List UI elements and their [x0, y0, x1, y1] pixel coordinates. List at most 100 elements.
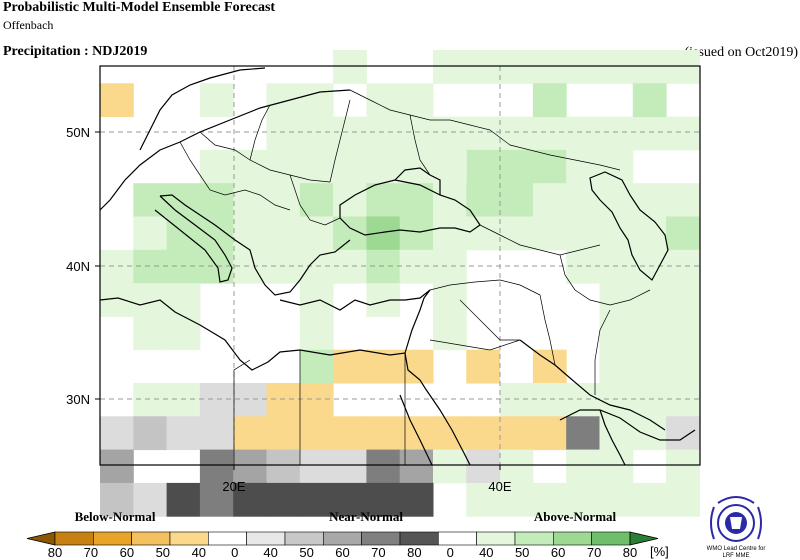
colorbar-tick-label: 80	[407, 545, 421, 560]
grid-cell-above	[399, 116, 434, 151]
grid-cell-near	[133, 416, 168, 451]
grid-cell-above	[666, 383, 700, 417]
grid-cell-above	[199, 149, 234, 184]
grid-cell-below	[233, 416, 267, 451]
grid-cell-near	[266, 482, 301, 517]
grid-cell-above	[632, 383, 667, 417]
grid-cell-below	[499, 416, 534, 451]
grid-cell-above	[499, 216, 534, 251]
grid-cell-above	[133, 383, 168, 417]
grid-cell-above	[433, 216, 467, 251]
grid-cell-below	[299, 416, 334, 451]
grid-cell-above	[666, 316, 700, 351]
colorbar-left-arrow	[26, 531, 56, 546]
colorbar-swatch	[208, 531, 247, 546]
grid-cell-below	[466, 416, 501, 451]
grid-cell-above	[599, 149, 634, 184]
grid-cell-above	[666, 283, 700, 317]
grid-cell-above	[499, 383, 534, 417]
grid-cell-above	[166, 316, 201, 351]
grid-cell-above	[266, 183, 301, 217]
grid-cell-above	[199, 216, 234, 251]
grid-cell-above	[366, 83, 401, 118]
grid-cell-above	[566, 116, 600, 151]
grid-cell-above	[566, 449, 600, 484]
colorbar-tick-label: 40	[479, 545, 493, 560]
grid-cell-above	[433, 449, 467, 484]
grid-cell-above	[433, 149, 467, 184]
wmo-logo-caption: WMO Lead Centre for LRF MME	[706, 546, 766, 559]
grid-cell-above	[299, 216, 334, 251]
grid-cell-below	[100, 83, 134, 118]
colorbar-swatch	[514, 531, 554, 546]
grid-cell-near	[199, 482, 234, 517]
grid-cell-above	[599, 416, 634, 451]
grid-cell-above	[166, 283, 201, 317]
grid-cell-above	[299, 249, 334, 284]
grid-cell-above	[233, 216, 267, 251]
grid-cell-above	[666, 349, 700, 384]
grid-cell-above	[399, 216, 434, 251]
colorbar-tick-label: 70	[84, 545, 98, 560]
grid-cell-above	[632, 316, 667, 351]
grid-cell-near	[199, 383, 234, 417]
grid-cell-above	[499, 482, 534, 517]
grid-cell-above	[532, 482, 567, 517]
grid-cell-above	[299, 349, 334, 384]
grid-cell-above	[599, 383, 634, 417]
grid-cell-near	[366, 482, 401, 517]
grid-cell-above	[599, 50, 634, 84]
grid-cell-above	[666, 50, 700, 84]
grid-cell-above	[100, 283, 134, 317]
grid-cell-above	[532, 216, 567, 251]
probability-cells	[100, 50, 700, 517]
grid-cell-above	[199, 183, 234, 217]
colorbar-swatch	[131, 531, 171, 546]
grid-cell-near	[233, 482, 267, 517]
colorbar-tick-label: 40	[263, 545, 277, 560]
grid-cell-above	[266, 216, 301, 251]
grid-cell-above	[133, 183, 168, 217]
colorbar-tick-label: 0	[231, 545, 238, 560]
grid-cell-above	[599, 449, 634, 484]
grid-cell-above	[499, 183, 534, 217]
grid-cell-above	[366, 249, 401, 284]
colorbar-swatch	[437, 531, 477, 546]
grid-cell-above	[333, 249, 367, 284]
grid-cell-above	[599, 116, 634, 151]
grid-cell-above	[299, 149, 334, 184]
grid-cell-above	[632, 216, 667, 251]
lat-label-40n: 40N	[66, 259, 90, 274]
grid-cell-above	[166, 383, 201, 417]
grid-cell-below	[266, 383, 301, 417]
grid-cell-below	[366, 349, 401, 384]
grid-cell-above	[433, 316, 467, 351]
colorbar-swatch	[246, 531, 286, 546]
colorbar-ticks: 80 70 60 50 40 0 40 50 60 70 80 0 40 50 60 70 80	[48, 545, 637, 560]
grid-cell-above	[532, 149, 567, 184]
grid-cell-near	[199, 416, 234, 451]
grid-cell-near	[233, 449, 267, 484]
grid-cell-above	[433, 249, 467, 284]
grid-cell-above	[299, 83, 334, 118]
colorbar-swatch	[552, 531, 592, 546]
colorbar-tick-label: 0	[447, 545, 454, 560]
near-normal-title: Near-Normal	[329, 509, 403, 524]
grid-cell-above	[366, 149, 401, 184]
colorbar-tick-label: 70	[587, 545, 601, 560]
lon-label-40e: 40E	[488, 479, 511, 494]
grid-cell-above	[566, 183, 600, 217]
colorbar-tick-label: 70	[371, 545, 385, 560]
grid-cell-above	[599, 482, 634, 517]
grid-cell-above	[433, 183, 467, 217]
colorbar-swatch	[476, 531, 516, 546]
country-borders	[179, 89, 651, 465]
grid-cell-above	[566, 249, 600, 284]
colorbar-swatch	[93, 531, 132, 546]
grid-cell-below	[333, 349, 367, 384]
grid-cell-above	[566, 216, 600, 251]
colorbar-unit: [%]	[650, 544, 669, 559]
grid-cell-near	[366, 449, 401, 484]
grid-cell-above	[333, 183, 367, 217]
